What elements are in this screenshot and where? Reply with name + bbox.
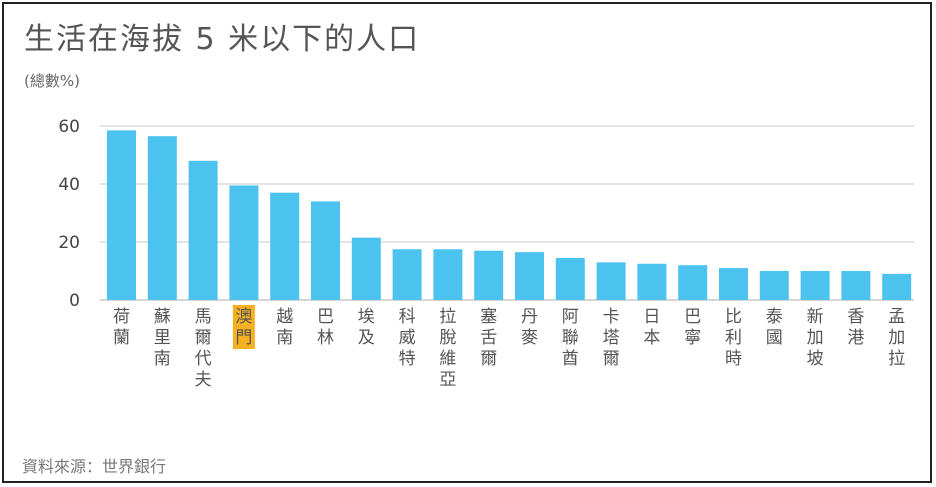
highlight-label-background [232, 305, 255, 349]
x-category-label: 蘇里南 [154, 307, 171, 369]
gridlines [100, 125, 914, 301]
bar [392, 249, 422, 300]
x-category-label: 阿聯酋 [562, 307, 579, 369]
bar [351, 237, 381, 300]
x-category-label: 越南 [276, 307, 293, 348]
x-category-label: 香港 [847, 307, 864, 348]
x-category-label: 拉脫維亞 [439, 307, 456, 390]
bars [107, 130, 912, 300]
bar [147, 136, 177, 300]
bar [759, 271, 789, 300]
y-tick-label: 0 [69, 291, 80, 311]
bar [882, 273, 912, 300]
y-axis-ticks: 0 20 40 60 [58, 117, 80, 311]
bar [719, 268, 748, 300]
bar [311, 201, 340, 300]
bar [637, 263, 667, 300]
x-category-label: 科威特 [399, 307, 416, 369]
x-category-label: 澳門 [235, 307, 252, 348]
x-category-label: 塞舌爾 [480, 307, 497, 369]
bar [229, 185, 259, 300]
x-category-label: 泰國 [766, 307, 783, 348]
x-category-label: 埃及 [358, 307, 375, 348]
bar [474, 250, 504, 300]
bar [841, 271, 871, 300]
x-category-label: 比利時 [725, 307, 742, 369]
x-category-label: 孟加拉 [888, 307, 905, 369]
x-category-label: 荷蘭 [113, 307, 130, 348]
bar [270, 192, 300, 300]
y-tick-label: 40 [58, 175, 80, 195]
bar [515, 252, 544, 300]
bar [800, 271, 830, 300]
bar [188, 160, 218, 300]
x-category-label: 巴林 [317, 307, 334, 348]
x-category-label: 新加坡 [807, 307, 824, 369]
y-tick-label: 60 [58, 117, 80, 137]
source-note: 資料來源：世界銀行 [22, 457, 167, 476]
bar [433, 249, 463, 300]
x-category-label: 馬爾代夫 [195, 307, 212, 390]
bar [107, 130, 136, 300]
x-category-label: 巴寧 [684, 307, 701, 348]
bar [678, 265, 708, 300]
bar [596, 262, 626, 300]
x-category-label: 丹麥 [521, 307, 538, 348]
y-tick-label: 20 [58, 233, 80, 253]
bar [555, 257, 585, 300]
x-category-label: 卡塔爾 [603, 307, 620, 369]
chart-title: 生活在海拔 5 米以下的人口 [24, 22, 421, 57]
x-category-label: 日本 [643, 307, 660, 348]
y-axis-unit-label: (總數%) [24, 72, 80, 90]
